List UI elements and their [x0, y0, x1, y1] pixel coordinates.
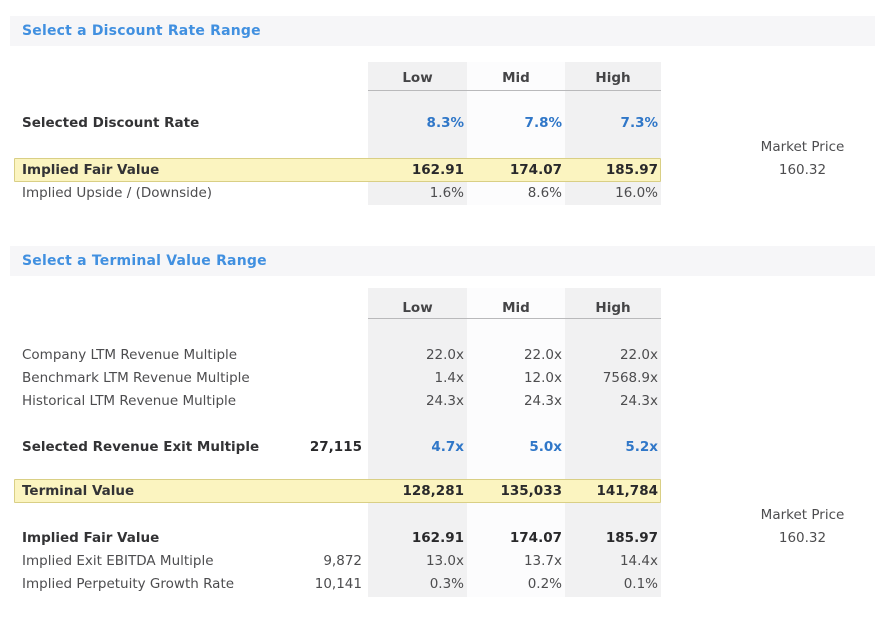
selected-exit-multiple-low[interactable]: 4.7x [431, 439, 464, 455]
implied-exit-ebitda-high: 14.4x [619, 553, 658, 569]
s1-column-header-high: High [595, 70, 631, 86]
company-ltm-low: 22.0x [425, 347, 464, 363]
s1-column-header-low: Low [402, 70, 433, 86]
selected-exit-multiple-label: Selected Revenue Exit Multiple [22, 439, 260, 455]
terminal-value-section-title: Select a Terminal Value Range [22, 253, 267, 269]
implied-fair-value-high: 185.97 [605, 162, 658, 178]
terminal-value-high: 141,784 [596, 483, 659, 499]
s2-column-header-underline [368, 318, 661, 319]
s1-column-header-underline [368, 90, 661, 91]
selected-exit-multiple-mid[interactable]: 5.0x [529, 439, 562, 455]
s2-implied-fair-value-high: 185.97 [605, 530, 658, 546]
terminal-value-highlight [14, 479, 661, 503]
row-implied-fair-value-s1: Implied Fair Value 162.91 174.07 185.97 [0, 159, 875, 182]
row-selected-discount-rate: Selected Discount Rate 8.3% 7.8% 7.3% [0, 112, 875, 135]
row-terminal-value: Terminal Value 128,281 135,033 141,784 [0, 480, 875, 503]
terminal-value-label: Terminal Value [22, 483, 135, 499]
benchmark-ltm-low: 1.4x [434, 370, 464, 386]
implied-exit-ebitda-low: 13.0x [425, 553, 464, 569]
terminal-value-low: 128,281 [402, 483, 465, 499]
selected-exit-multiple-high[interactable]: 5.2x [625, 439, 658, 455]
row-historical-ltm-multiple: Historical LTM Revenue Multiple 24.3x 24… [0, 390, 875, 413]
implied-upside-mid: 8.6% [527, 185, 562, 201]
implied-perpetuity-high: 0.1% [623, 576, 658, 592]
s2-mid-column-band [467, 288, 565, 597]
s2-market-price-value: 160.32 [778, 530, 827, 546]
s2-column-header-low: Low [402, 300, 433, 316]
historical-ltm-label: Historical LTM Revenue Multiple [22, 393, 237, 409]
implied-exit-ebitda-mid: 13.7x [523, 553, 562, 569]
historical-ltm-high: 24.3x [619, 393, 658, 409]
implied-perpetuity-extra: 10,141 [314, 576, 362, 592]
implied-fair-value-mid: 174.07 [509, 162, 562, 178]
implied-exit-ebitda-extra: 9,872 [323, 553, 362, 569]
row-implied-fair-value-s2: Implied Fair Value 162.91 174.07 185.97 [0, 527, 875, 550]
company-ltm-mid: 22.0x [523, 347, 562, 363]
s2-implied-fair-value-mid: 174.07 [509, 530, 562, 546]
row-implied-exit-ebitda: Implied Exit EBITDA Multiple 9,872 13.0x… [0, 550, 875, 573]
implied-upside-low: 1.6% [429, 185, 464, 201]
s1-market-price-label: Market Price [760, 139, 845, 155]
selected-discount-rate-low[interactable]: 8.3% [426, 115, 464, 131]
historical-ltm-low: 24.3x [425, 393, 464, 409]
selected-discount-rate-label: Selected Discount Rate [22, 115, 200, 131]
s2-column-header-high: High [595, 300, 631, 316]
discount-rate-section-title: Select a Discount Rate Range [22, 23, 261, 39]
row-company-ltm-multiple: Company LTM Revenue Multiple 22.0x 22.0x… [0, 344, 875, 367]
row-implied-perpetuity-growth: Implied Perpetuity Growth Rate 10,141 0.… [0, 573, 875, 596]
terminal-value-mid: 135,033 [500, 483, 563, 499]
s2-high-column-band [565, 288, 661, 597]
row-selected-exit-multiple: Selected Revenue Exit Multiple 27,115 4.… [0, 436, 875, 459]
implied-fair-value-highlight [14, 158, 661, 182]
benchmark-ltm-high: 7568.9x [602, 370, 658, 386]
selected-exit-multiple-extra: 27,115 [309, 439, 362, 455]
s2-implied-fair-value-label: Implied Fair Value [22, 530, 160, 546]
benchmark-ltm-mid: 12.0x [523, 370, 562, 386]
s2-implied-fair-value-low: 162.91 [411, 530, 464, 546]
s1-market-price-value: 160.32 [778, 162, 827, 178]
row-benchmark-ltm-multiple: Benchmark LTM Revenue Multiple 1.4x 12.0… [0, 367, 875, 390]
company-ltm-label: Company LTM Revenue Multiple [22, 347, 238, 363]
s2-market-price-label: Market Price [760, 507, 845, 523]
s2-column-header-mid: Mid [502, 300, 530, 316]
benchmark-ltm-label: Benchmark LTM Revenue Multiple [22, 370, 250, 386]
implied-perpetuity-mid: 0.2% [527, 576, 562, 592]
implied-upside-label: Implied Upside / (Downside) [22, 185, 213, 201]
implied-fair-value-low: 162.91 [411, 162, 464, 178]
s2-low-column-band [368, 288, 467, 597]
implied-exit-ebitda-label: Implied Exit EBITDA Multiple [22, 553, 214, 569]
discount-rate-section-header: Select a Discount Rate Range [10, 16, 875, 46]
implied-fair-value-label: Implied Fair Value [22, 162, 160, 178]
selected-discount-rate-high[interactable]: 7.3% [620, 115, 658, 131]
row-implied-upside: Implied Upside / (Downside) 1.6% 8.6% 16… [0, 182, 875, 205]
historical-ltm-mid: 24.3x [523, 393, 562, 409]
company-ltm-high: 22.0x [619, 347, 658, 363]
s1-column-header-mid: Mid [502, 70, 530, 86]
implied-perpetuity-low: 0.3% [429, 576, 464, 592]
implied-perpetuity-label: Implied Perpetuity Growth Rate [22, 576, 235, 592]
selected-discount-rate-mid[interactable]: 7.8% [524, 115, 562, 131]
terminal-value-section-header: Select a Terminal Value Range [10, 246, 875, 276]
implied-upside-high: 16.0% [615, 185, 658, 201]
